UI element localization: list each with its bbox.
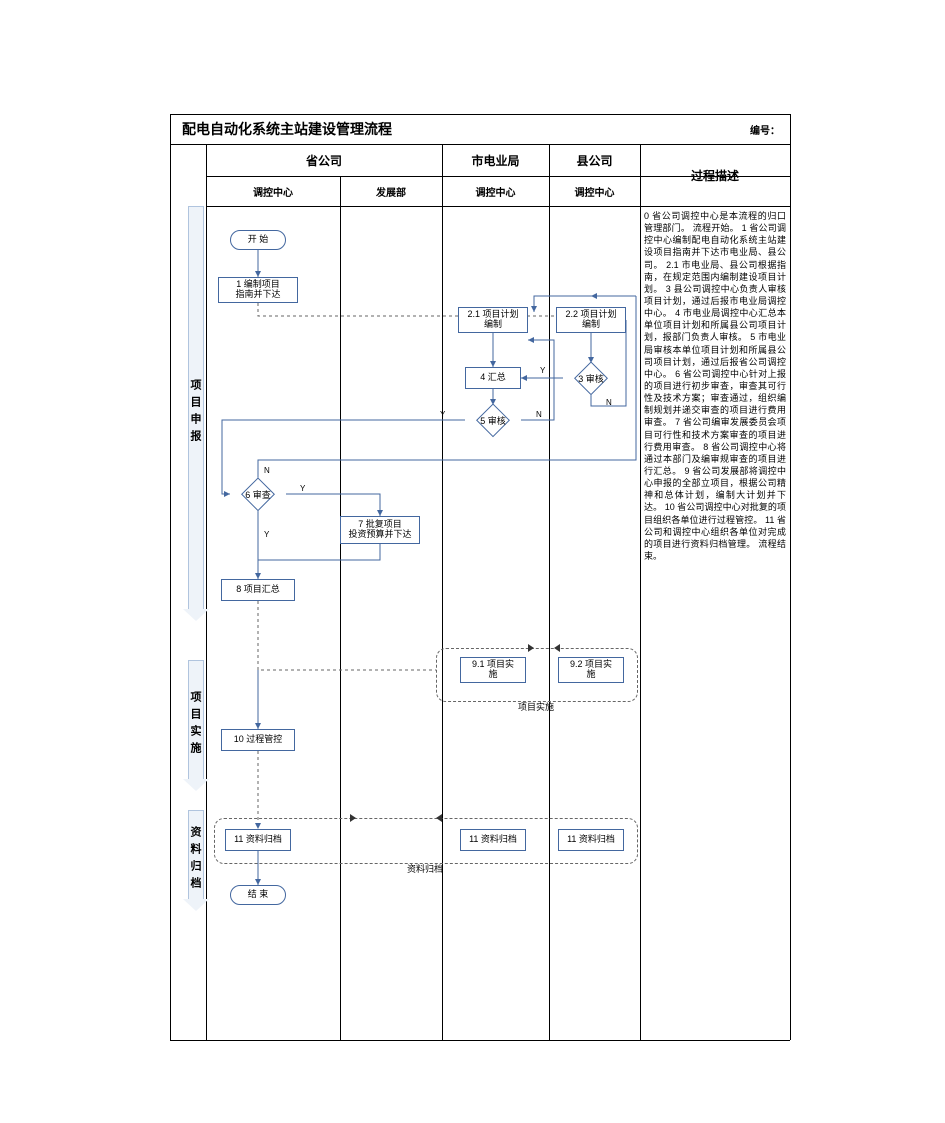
title-number: 编号： — [750, 122, 780, 137]
node-n4: 4 汇总 — [465, 367, 521, 389]
subcol-A: 调控中心 — [206, 176, 340, 206]
node-n2a: 2.1 项目计划编制 — [458, 307, 528, 333]
node-d3: 3 审核 — [563, 363, 619, 393]
subprocess-label-sp1: 项目实施 — [436, 700, 636, 713]
node-n11c: 11 资料归档 — [460, 829, 526, 851]
decision-label: N — [536, 410, 542, 419]
group-县公司: 县公司 — [549, 144, 640, 176]
phase-P2: 项目实施 — [184, 660, 206, 790]
node-d6: 6 审查 — [230, 479, 286, 509]
node-label-d3: 3 审核 — [563, 363, 619, 393]
phase-P3: 资料归档 — [184, 810, 206, 910]
node-n1: 1 编制项目指南并下达 — [218, 277, 298, 303]
group-市电业局: 市电业局 — [442, 144, 549, 176]
subprocess-label-sp2: 资料归档 — [214, 862, 636, 875]
node-n10: 10 过程管控 — [221, 729, 295, 751]
decision-label: N — [606, 398, 612, 407]
node-end: 结 束 — [230, 885, 286, 905]
subcol-D: 调控中心 — [549, 176, 640, 206]
desc-header: 过程描述 — [640, 144, 790, 206]
node-n9a: 9.1 项目实施 — [460, 657, 526, 683]
decision-label: Y — [440, 410, 445, 419]
subcol-C: 调控中心 — [442, 176, 549, 206]
decision-label: Y — [264, 530, 269, 539]
node-n8: 8 项目汇总 — [221, 579, 295, 601]
decision-label: Y — [540, 366, 545, 375]
process-description: 0 省公司调控中心是本流程的归口管理部门。 流程开始。 1 省公司调控中心编制配… — [644, 210, 786, 562]
node-label-d5: 5 审核 — [465, 405, 521, 435]
node-d5: 5 审核 — [465, 405, 521, 435]
node-n2b: 2.2 项目计划编制 — [556, 307, 626, 333]
decision-label: N — [264, 466, 270, 475]
node-n7: 7 批复项目投资预算并下达 — [340, 516, 420, 544]
node-n9b: 9.2 项目实施 — [558, 657, 624, 683]
title-right: 编号： — [170, 114, 780, 144]
node-label-d6: 6 审查 — [230, 479, 286, 509]
node-start: 开 始 — [230, 230, 286, 250]
subcol-B: 发展部 — [340, 176, 442, 206]
node-n11a: 11 资料归档 — [225, 829, 291, 851]
group-省公司: 省公司 — [206, 144, 442, 176]
node-n11d: 11 资料归档 — [558, 829, 624, 851]
flowchart-page: 配电自动化系统主站建设管理流程编号：省公司市电业局县公司过程描述调控中心发展部调… — [0, 0, 945, 1123]
phase-P1: 项目申报 — [184, 206, 206, 620]
decision-label: Y — [300, 484, 305, 493]
